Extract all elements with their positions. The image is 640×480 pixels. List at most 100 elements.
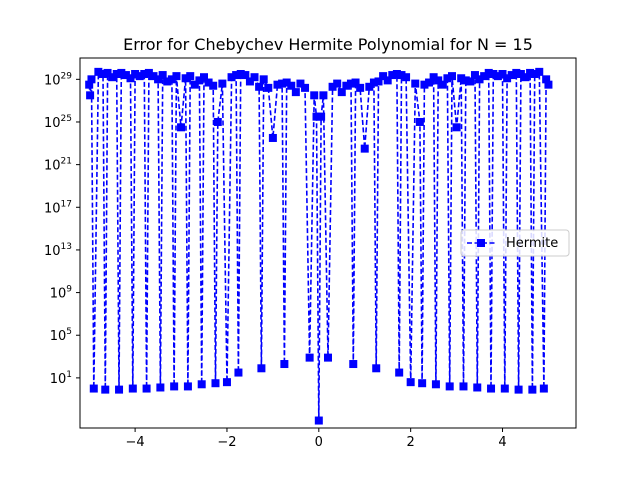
data-point bbox=[255, 82, 264, 91]
y-tick-label: 101 bbox=[50, 370, 72, 387]
data-point bbox=[388, 71, 397, 80]
data-point bbox=[420, 80, 429, 89]
y-tick-base: 10 bbox=[44, 73, 61, 88]
data-point bbox=[149, 72, 158, 81]
data-point bbox=[142, 384, 151, 393]
data-point bbox=[457, 74, 466, 83]
x-axis: −4 −2 0 2 4 bbox=[126, 428, 507, 450]
data-point bbox=[89, 384, 98, 393]
series-layer bbox=[85, 67, 553, 425]
y-tick-base: 10 bbox=[44, 116, 61, 131]
data-point bbox=[493, 72, 502, 81]
data-point bbox=[204, 78, 213, 87]
data-point bbox=[530, 69, 539, 78]
data-point bbox=[163, 77, 172, 86]
data-point bbox=[333, 79, 342, 88]
data-point bbox=[342, 81, 351, 90]
data-point bbox=[280, 360, 289, 369]
y-tick-exponent: 5 bbox=[66, 327, 72, 337]
y-tick-base: 10 bbox=[44, 201, 61, 216]
data-point bbox=[487, 384, 496, 393]
legend-box bbox=[460, 229, 570, 257]
data-point bbox=[319, 91, 328, 100]
data-point bbox=[470, 71, 479, 80]
y-tick-label: 1025 bbox=[44, 114, 72, 131]
legend: Hermite bbox=[460, 229, 570, 257]
data-point bbox=[544, 80, 553, 89]
data-point bbox=[232, 71, 241, 80]
data-point bbox=[466, 77, 475, 86]
y-tick-exponent: 25 bbox=[61, 114, 72, 124]
data-point bbox=[356, 83, 365, 92]
data-point bbox=[480, 72, 489, 81]
data-point bbox=[264, 83, 273, 92]
data-point bbox=[181, 74, 190, 83]
y-tick-label: 1013 bbox=[44, 242, 72, 259]
y-tick-label: 1017 bbox=[44, 199, 72, 216]
data-point bbox=[156, 383, 165, 392]
data-point bbox=[278, 79, 287, 88]
data-point bbox=[489, 69, 498, 78]
data-point bbox=[190, 80, 199, 89]
data-point bbox=[425, 78, 434, 87]
data-point bbox=[128, 384, 137, 393]
y-tick-exponent: 9 bbox=[66, 285, 72, 295]
data-point bbox=[170, 382, 179, 391]
data-point bbox=[365, 82, 374, 91]
data-point bbox=[374, 77, 383, 86]
data-point bbox=[395, 368, 404, 377]
data-point bbox=[310, 91, 319, 100]
data-point bbox=[211, 379, 220, 388]
plot-frame bbox=[79, 57, 577, 429]
data-point bbox=[154, 75, 163, 84]
data-point bbox=[369, 78, 378, 87]
data-point bbox=[445, 382, 454, 391]
data-point bbox=[443, 74, 452, 83]
data-point bbox=[241, 71, 250, 80]
data-point bbox=[372, 364, 381, 373]
data-point bbox=[273, 80, 282, 89]
data-point bbox=[94, 67, 103, 76]
x-tick-label: 2 bbox=[407, 435, 415, 450]
data-point bbox=[312, 112, 321, 121]
data-point bbox=[103, 68, 112, 77]
data-point bbox=[406, 378, 415, 387]
y-tick-exponent: 21 bbox=[61, 157, 72, 167]
data-point bbox=[411, 79, 420, 88]
data-point bbox=[314, 416, 323, 425]
x-tick-label: −4 bbox=[126, 435, 145, 450]
data-point bbox=[250, 73, 259, 82]
data-point bbox=[183, 382, 192, 391]
data-point bbox=[227, 73, 236, 82]
data-point bbox=[282, 78, 291, 87]
data-point bbox=[317, 112, 326, 121]
data-point bbox=[383, 76, 392, 85]
data-point bbox=[431, 380, 440, 389]
data-point bbox=[135, 72, 144, 81]
x-tick-label: 4 bbox=[498, 435, 506, 450]
data-point bbox=[195, 76, 204, 85]
data-point bbox=[259, 75, 268, 84]
data-point bbox=[112, 69, 121, 78]
data-point bbox=[108, 73, 117, 82]
data-point bbox=[200, 73, 208, 82]
data-point bbox=[415, 117, 424, 126]
y-tick-base: 10 bbox=[44, 244, 61, 259]
data-point bbox=[434, 76, 443, 85]
y-tick-base: 10 bbox=[50, 287, 67, 302]
data-point bbox=[115, 385, 124, 394]
data-point bbox=[324, 353, 332, 362]
data-point bbox=[498, 69, 507, 78]
data-point bbox=[167, 75, 176, 84]
data-point bbox=[360, 144, 369, 153]
y-tick-base: 10 bbox=[50, 372, 67, 387]
data-point bbox=[452, 123, 461, 132]
y-tick-exponent: 13 bbox=[61, 242, 72, 252]
x-tick-label: −2 bbox=[217, 435, 236, 450]
data-point bbox=[484, 68, 493, 77]
data-point bbox=[349, 360, 358, 369]
data-point bbox=[507, 71, 516, 80]
data-point bbox=[351, 78, 360, 87]
